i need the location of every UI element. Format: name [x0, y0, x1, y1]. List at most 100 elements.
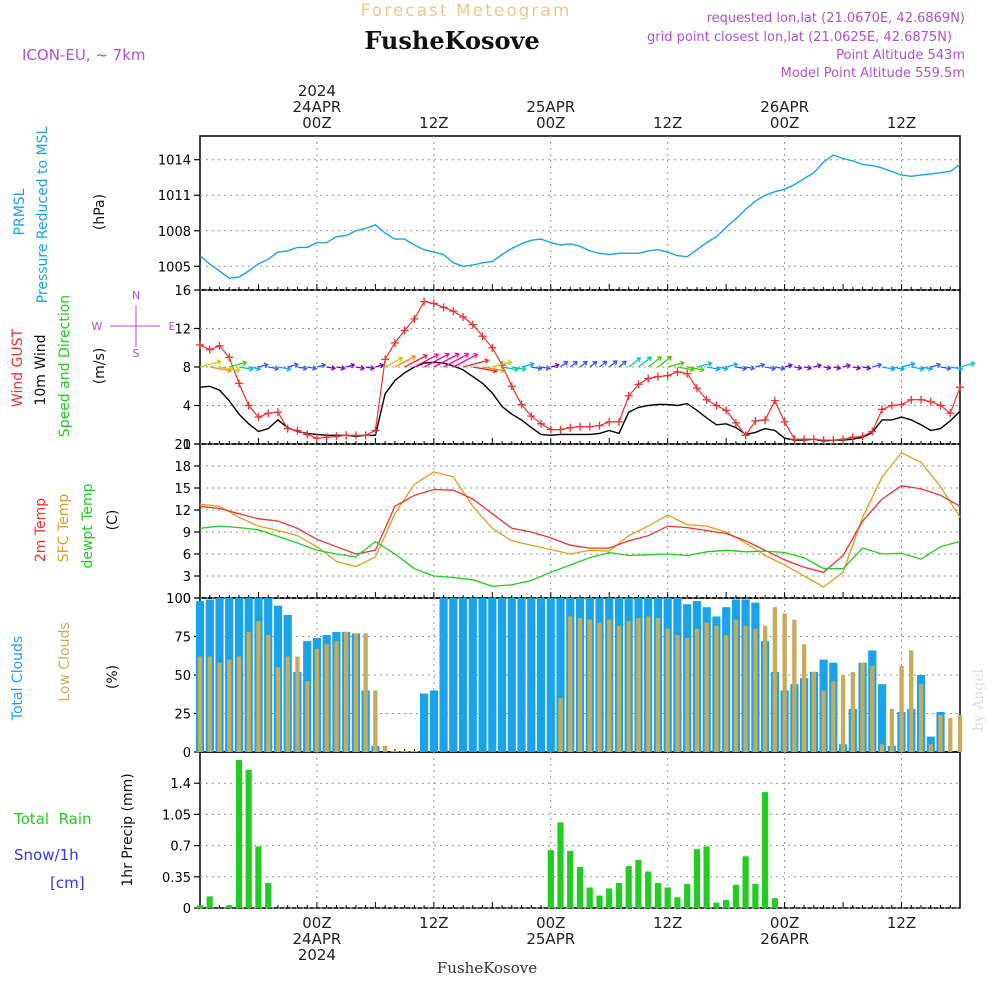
arrow-shaft [531, 366, 542, 370]
wind-direction-arrow [765, 365, 777, 372]
arrow-head [360, 365, 365, 371]
arrow-head [592, 361, 598, 366]
rain-bar [664, 887, 671, 908]
gust-point [800, 435, 809, 444]
arrow-head [454, 352, 460, 358]
arrow-shaft [803, 366, 812, 369]
gust-point [546, 425, 555, 434]
y-tick-label: 21 [174, 438, 191, 453]
arrow-head [856, 364, 862, 371]
low-cloud-bar [607, 619, 612, 752]
location-title: FusheKosove [364, 26, 539, 55]
low-cloud-bar [811, 671, 816, 752]
y-tick-label: 12 [174, 504, 191, 519]
model-altitude: Model Point Altitude 559.5m [781, 66, 965, 81]
gust-series-line [199, 300, 961, 441]
gust-point [634, 380, 643, 389]
compass-icon: N W E S [92, 289, 176, 360]
arrow-shaft [268, 366, 279, 370]
wind-direction-arrow [365, 365, 375, 371]
gust-point [478, 332, 487, 341]
arrow-shaft [472, 366, 497, 372]
arrow-shaft [209, 366, 232, 372]
arrow-head [771, 365, 777, 372]
gust-point [878, 405, 887, 414]
arrow-head [787, 362, 793, 369]
arrow-head [699, 366, 705, 373]
low-cloud-bar [207, 656, 212, 752]
compass-s: S [133, 347, 140, 360]
arrow-head [667, 356, 672, 361]
gust-point [790, 435, 799, 444]
gust-point [644, 374, 653, 383]
arrow-head [928, 365, 934, 372]
arrow-head [274, 365, 280, 372]
arrow-shaft [355, 366, 364, 370]
arrow-shaft [579, 361, 588, 368]
arrow-head [797, 364, 803, 371]
low-cloud-bar [724, 635, 729, 752]
wind-direction-arrow [774, 365, 786, 371]
arrow-shaft [608, 360, 618, 368]
low-cloud-bar [236, 656, 242, 752]
arrow-shaft [647, 356, 662, 368]
arrow-shaft [336, 366, 345, 370]
precip-axis-label: 1hr Precip (mm) [120, 773, 136, 886]
arrow-shaft [940, 366, 951, 370]
rain-bar [703, 846, 710, 908]
arrow-head [554, 362, 560, 369]
gust-point [225, 353, 234, 362]
arrow-shaft [765, 366, 776, 370]
arrow-shaft [297, 366, 307, 370]
top-time-label: 25APR [526, 98, 575, 116]
gust-point [244, 401, 253, 410]
gust-point [507, 382, 516, 391]
gust-point [468, 320, 477, 329]
arrow-head [444, 352, 450, 358]
gust-point [605, 417, 614, 426]
temp2m-line [199, 485, 961, 574]
wind-direction-arrow [852, 364, 862, 371]
low-cloud-bar [850, 671, 855, 752]
arrow-head [612, 360, 618, 366]
gust-point [254, 413, 263, 422]
wind-direction-arrow [589, 361, 598, 368]
rain-bar [567, 850, 574, 908]
y-tick-label: 0.7 [170, 840, 191, 855]
low-cloud-bar [743, 625, 748, 752]
wind-direction-arrow [579, 361, 588, 368]
gust-point [517, 400, 526, 409]
wind-direction-arrow [229, 360, 248, 368]
wind-direction-arrow [813, 363, 822, 369]
wind-direction-arrow [199, 359, 222, 368]
gust-point [751, 416, 760, 425]
gust-point [312, 434, 321, 443]
arrow-shaft [277, 366, 291, 370]
gust-point [761, 415, 770, 424]
arrow-shaft [813, 364, 822, 368]
wind-direction-arrow [687, 366, 705, 373]
arrow-head [379, 362, 385, 369]
arrow-shaft [638, 356, 652, 368]
gust-point [205, 345, 214, 354]
arrow-head [742, 365, 748, 372]
bottom-time-label: 2024 [298, 946, 336, 964]
arrow-head [537, 365, 543, 372]
rain-bar [723, 900, 730, 908]
arrow-shaft [550, 364, 559, 368]
top-time-label: 24APR [293, 98, 342, 116]
wind-direction-arrow [404, 353, 428, 368]
arrow-head [350, 362, 356, 369]
gust-point [839, 435, 848, 444]
dewpoint-line [199, 525, 961, 587]
requested-coords: requested lon,lat (21.0670E, 42.6869N) [707, 11, 965, 26]
total-cloud-bar [878, 684, 887, 752]
y-tick-label: 1014 [158, 154, 191, 169]
arrow-shaft [842, 364, 851, 368]
wind-direction-arrow [823, 364, 832, 371]
arrow-shaft [687, 366, 704, 371]
wind-direction-arrow [433, 352, 460, 368]
wind-direction-arrow [618, 360, 627, 368]
arrow-head [946, 365, 952, 372]
arrow-shaft [872, 364, 882, 368]
